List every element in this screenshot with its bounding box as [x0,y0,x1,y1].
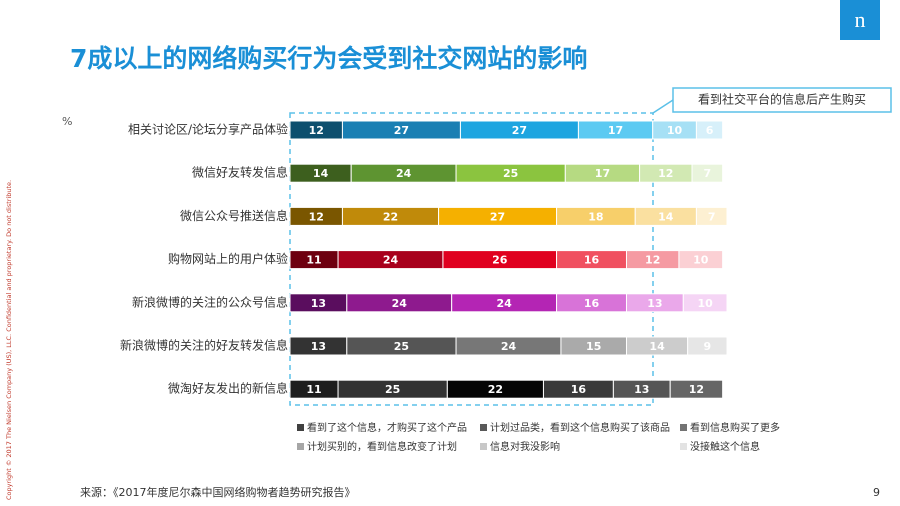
value-label: 13 [647,297,662,310]
legend-swatch [480,443,487,450]
category-label: 微淘好友发出的新信息 [168,381,288,396]
value-label: 18 [588,210,603,223]
value-label: 13 [311,297,326,310]
value-label: 16 [571,383,587,396]
legend-label: 没接触这个信息 [690,440,760,453]
bar-segment [691,163,724,183]
value-label: 11 [306,254,321,267]
category-label: 微信好友转发信息 [192,165,288,180]
value-label: 12 [689,383,704,396]
bar-segment [695,206,728,226]
value-label: 12 [309,124,324,137]
value-label: 22 [383,210,398,223]
value-label: 14 [649,340,665,353]
legend-swatch [297,443,304,450]
value-label: 12 [309,210,324,223]
legend-swatch [297,424,304,431]
value-label: 9 [704,340,712,353]
logo: n [855,7,866,32]
value-label: 13 [634,383,649,396]
value-label: 25 [385,383,400,396]
value-label: 15 [586,340,601,353]
value-label: 24 [392,297,408,310]
category-label: 相关讨论区/论坛分享产品体验 [128,122,288,137]
value-label: 7 [704,167,712,180]
value-label: 10 [693,254,709,267]
value-label: 10 [667,124,683,137]
value-label: 25 [503,167,518,180]
value-label: 24 [496,297,512,310]
value-label: 13 [311,340,326,353]
category-label: 购物网站上的用户体验 [168,251,288,266]
legend-label: 计划买别的，看到信息改变了计划 [307,440,457,453]
value-label: 16 [584,297,600,310]
legend-swatch [480,424,487,431]
value-label: 7 [708,210,716,223]
value-label: 12 [658,167,673,180]
legend-swatch [680,424,687,431]
bar-segment [682,293,728,313]
bar-segment [669,379,724,399]
legend-label: 信息对我没影响 [490,440,560,453]
category-label: 新浪微博的关注的公众号信息 [132,294,288,309]
copyright: Copyright © 2017 The Nielsen Company (US… [5,180,13,500]
logo-box [840,0,880,40]
value-label: 14 [313,167,329,180]
value-label: 27 [394,124,409,137]
value-label: 12 [645,254,660,267]
legend-swatch [680,443,687,450]
bar-segment [687,336,728,356]
value-label: 25 [394,340,409,353]
value-label: 26 [492,254,508,267]
value-label: 17 [595,167,610,180]
bar-segment [695,120,724,140]
value-label: 6 [706,124,714,137]
value-label: 22 [488,383,503,396]
annotation: 看到社交平台的信息后产生购买 [698,92,866,107]
category-label: 微信公众号推送信息 [180,208,288,223]
unit-label: % [62,115,72,128]
value-label: 27 [490,210,505,223]
value-label: 24 [396,167,412,180]
callout-line [652,99,674,114]
value-label: 14 [658,210,674,223]
page-number: 9 [873,486,880,499]
source: 来源：《2017年度尼尔森中国网络购物者趋势研究报告》 [80,485,356,499]
legend-label: 看到了这个信息，才购买了这个产品 [307,421,467,434]
bar-segment [678,250,724,270]
legend-label: 看到信息购买了更多 [690,421,780,434]
value-label: 24 [501,340,517,353]
callout-box [672,87,892,113]
value-label: 27 [512,124,527,137]
category-label: 新浪微博的关注的好友转发信息 [120,338,288,353]
value-label: 11 [306,383,321,396]
value-label: 17 [608,124,623,137]
value-label: 10 [697,297,713,310]
value-label: 16 [584,254,600,267]
title: 7成以上的网络购买行为会受到社交网站的影响 [70,44,587,73]
value-label: 24 [383,254,399,267]
legend-label: 计划过品类，看到这个信息购买了该商品 [490,421,670,434]
